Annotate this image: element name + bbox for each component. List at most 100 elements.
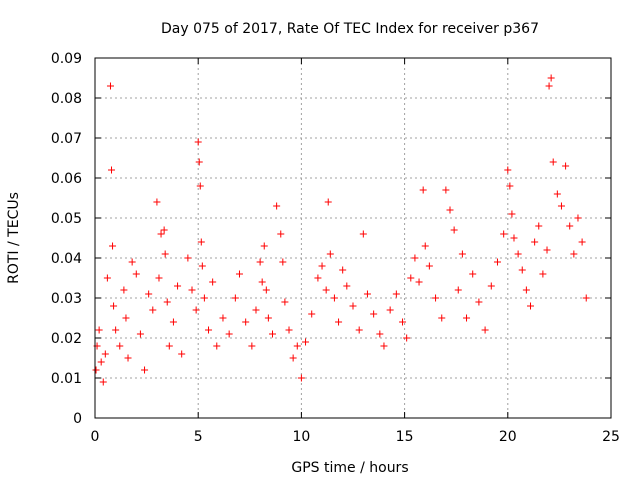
data-point — [463, 314, 471, 322]
data-point — [547, 74, 555, 82]
data-point — [120, 286, 128, 294]
data-point — [213, 342, 221, 350]
data-point — [95, 326, 103, 334]
data-point — [531, 238, 539, 246]
data-point — [161, 250, 169, 258]
data-point — [235, 270, 243, 278]
data-point — [293, 342, 301, 350]
data-point — [128, 258, 136, 266]
data-point — [297, 374, 305, 382]
data-point — [508, 210, 516, 218]
data-point — [108, 166, 116, 174]
data-point — [209, 278, 217, 286]
data-point — [450, 226, 458, 234]
data-point — [269, 330, 277, 338]
data-point — [380, 342, 388, 350]
data-point — [562, 162, 570, 170]
data-point — [415, 278, 423, 286]
data-point — [582, 294, 590, 302]
x-tick-label: 25 — [602, 429, 620, 445]
data-point — [454, 286, 462, 294]
data-point — [545, 82, 553, 90]
data-point — [252, 306, 260, 314]
data-point — [411, 254, 419, 262]
points-layer — [92, 74, 590, 386]
data-point — [318, 262, 326, 270]
y-tick-label: 0.07 — [51, 131, 82, 147]
data-point — [370, 310, 378, 318]
data-point — [256, 258, 264, 266]
data-point — [570, 250, 578, 258]
y-tick-label: 0.05 — [51, 211, 82, 227]
data-point — [97, 358, 105, 366]
data-point — [92, 366, 100, 374]
data-point — [355, 326, 363, 334]
plot-frame — [94, 57, 612, 419]
data-point — [99, 378, 107, 386]
data-point — [308, 310, 316, 318]
data-point — [302, 338, 310, 346]
data-point — [399, 318, 407, 326]
y-tick-label: 0.02 — [51, 331, 82, 347]
data-point — [289, 354, 297, 362]
data-point — [566, 222, 574, 230]
data-point — [504, 166, 512, 174]
data-point — [510, 234, 518, 242]
data-point — [122, 314, 130, 322]
data-point — [574, 214, 582, 222]
data-point — [155, 274, 163, 282]
data-point — [124, 354, 132, 362]
data-point — [578, 238, 586, 246]
data-point — [432, 294, 440, 302]
data-point — [438, 314, 446, 322]
data-point — [518, 266, 526, 274]
data-point — [141, 366, 149, 374]
data-point — [314, 274, 322, 282]
data-point — [469, 270, 477, 278]
data-point — [132, 270, 140, 278]
data-point — [194, 138, 202, 146]
x-tick-label: 20 — [499, 429, 517, 445]
y-tick-label: 0.08 — [51, 91, 82, 107]
data-point — [169, 318, 177, 326]
data-point — [136, 330, 144, 338]
data-point — [195, 158, 203, 166]
data-point — [557, 202, 565, 210]
data-point — [231, 294, 239, 302]
data-point — [225, 330, 233, 338]
data-point — [407, 274, 415, 282]
data-point — [343, 282, 351, 290]
data-point — [425, 262, 433, 270]
data-point — [174, 282, 182, 290]
x-tick-label: 0 — [91, 429, 100, 445]
y-tick-label: 0.04 — [51, 251, 82, 267]
y-tick-label: 0 — [73, 411, 82, 427]
data-point — [145, 290, 153, 298]
data-point — [376, 330, 384, 338]
data-point — [163, 298, 171, 306]
grid-layer — [95, 58, 611, 418]
data-point — [543, 246, 551, 254]
data-point — [326, 250, 334, 258]
data-point — [392, 290, 400, 298]
data-point — [112, 326, 120, 334]
data-point — [539, 270, 547, 278]
data-point — [157, 230, 165, 238]
data-point — [109, 242, 117, 250]
data-point — [277, 230, 285, 238]
x-axis-label: GPS time / hours — [291, 460, 408, 476]
data-point — [535, 222, 543, 230]
data-point — [116, 342, 124, 350]
data-point — [242, 318, 250, 326]
data-point — [160, 226, 168, 234]
data-point — [421, 242, 429, 250]
data-point — [273, 202, 281, 210]
data-point — [198, 262, 206, 270]
data-point — [153, 198, 161, 206]
data-point — [481, 326, 489, 334]
data-point — [403, 334, 411, 342]
data-point — [200, 294, 208, 302]
data-point — [386, 306, 394, 314]
